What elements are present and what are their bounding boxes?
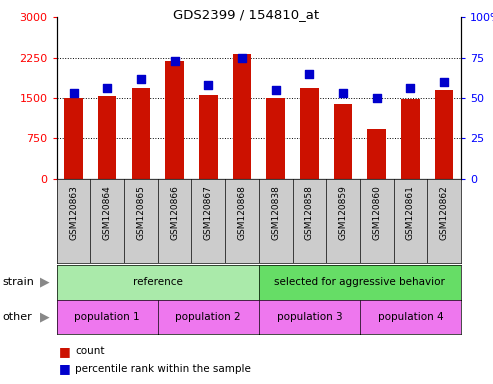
Point bbox=[103, 85, 111, 91]
Text: GSM120838: GSM120838 bbox=[271, 185, 280, 240]
Bar bbox=[165, 61, 184, 179]
Text: strain: strain bbox=[2, 277, 35, 287]
Text: GSM120859: GSM120859 bbox=[339, 185, 348, 240]
Text: ▶: ▶ bbox=[40, 276, 50, 289]
Text: GSM120861: GSM120861 bbox=[406, 185, 415, 240]
Bar bbox=[132, 88, 150, 179]
Bar bbox=[367, 129, 386, 179]
Text: other: other bbox=[2, 312, 32, 322]
Text: selected for aggressive behavior: selected for aggressive behavior bbox=[275, 277, 445, 287]
Point bbox=[238, 55, 246, 61]
Bar bbox=[334, 104, 352, 179]
Text: reference: reference bbox=[133, 277, 183, 287]
Bar bbox=[199, 95, 217, 179]
Bar bbox=[233, 55, 251, 179]
Point bbox=[272, 87, 280, 93]
Text: GSM120866: GSM120866 bbox=[170, 185, 179, 240]
Text: ▶: ▶ bbox=[40, 310, 50, 323]
Bar bbox=[435, 90, 454, 179]
Text: count: count bbox=[75, 346, 105, 356]
Text: GSM120864: GSM120864 bbox=[103, 185, 112, 240]
Text: population 1: population 1 bbox=[74, 312, 140, 322]
Text: GSM120865: GSM120865 bbox=[137, 185, 145, 240]
Text: GDS2399 / 154810_at: GDS2399 / 154810_at bbox=[174, 8, 319, 22]
Text: GSM120863: GSM120863 bbox=[69, 185, 78, 240]
Text: ■: ■ bbox=[59, 362, 71, 375]
Point bbox=[305, 71, 314, 77]
Text: percentile rank within the sample: percentile rank within the sample bbox=[75, 364, 251, 374]
Text: population 3: population 3 bbox=[277, 312, 342, 322]
Point bbox=[440, 79, 448, 85]
Text: GSM120867: GSM120867 bbox=[204, 185, 213, 240]
Text: GSM120862: GSM120862 bbox=[440, 185, 449, 240]
Bar bbox=[401, 99, 420, 179]
Text: GSM120858: GSM120858 bbox=[305, 185, 314, 240]
Text: population 4: population 4 bbox=[378, 312, 443, 322]
Bar bbox=[266, 98, 285, 179]
Text: ■: ■ bbox=[59, 345, 71, 358]
Text: GSM120868: GSM120868 bbox=[238, 185, 246, 240]
Bar bbox=[98, 96, 116, 179]
Point bbox=[70, 90, 77, 96]
Point bbox=[339, 90, 347, 96]
Bar bbox=[64, 98, 83, 179]
Point bbox=[171, 58, 178, 64]
Point bbox=[373, 95, 381, 101]
Point bbox=[204, 82, 212, 88]
Bar bbox=[300, 88, 318, 179]
Text: population 2: population 2 bbox=[176, 312, 241, 322]
Text: GSM120860: GSM120860 bbox=[372, 185, 381, 240]
Point bbox=[137, 76, 145, 82]
Point bbox=[406, 85, 414, 91]
